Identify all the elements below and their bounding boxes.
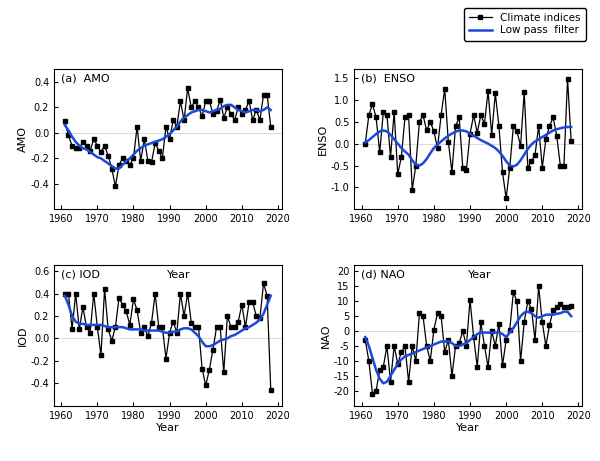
Text: (c) IOD: (c) IOD (61, 270, 100, 280)
Y-axis label: NAO: NAO (321, 323, 331, 348)
Text: (b)  ENSO: (b) ENSO (361, 73, 415, 83)
Y-axis label: ENSO: ENSO (318, 124, 328, 155)
Y-axis label: AMO: AMO (17, 126, 28, 152)
X-axis label: Year: Year (457, 423, 480, 433)
Text: (d) NAO: (d) NAO (361, 270, 405, 280)
Y-axis label: IOD: IOD (17, 325, 28, 346)
Text: Year: Year (167, 270, 191, 280)
X-axis label: Year: Year (156, 423, 179, 433)
Text: Year: Year (468, 270, 491, 280)
Text: (a)  AMO: (a) AMO (61, 73, 109, 83)
Legend: Climate indices, Low pass  filter: Climate indices, Low pass filter (464, 7, 586, 41)
